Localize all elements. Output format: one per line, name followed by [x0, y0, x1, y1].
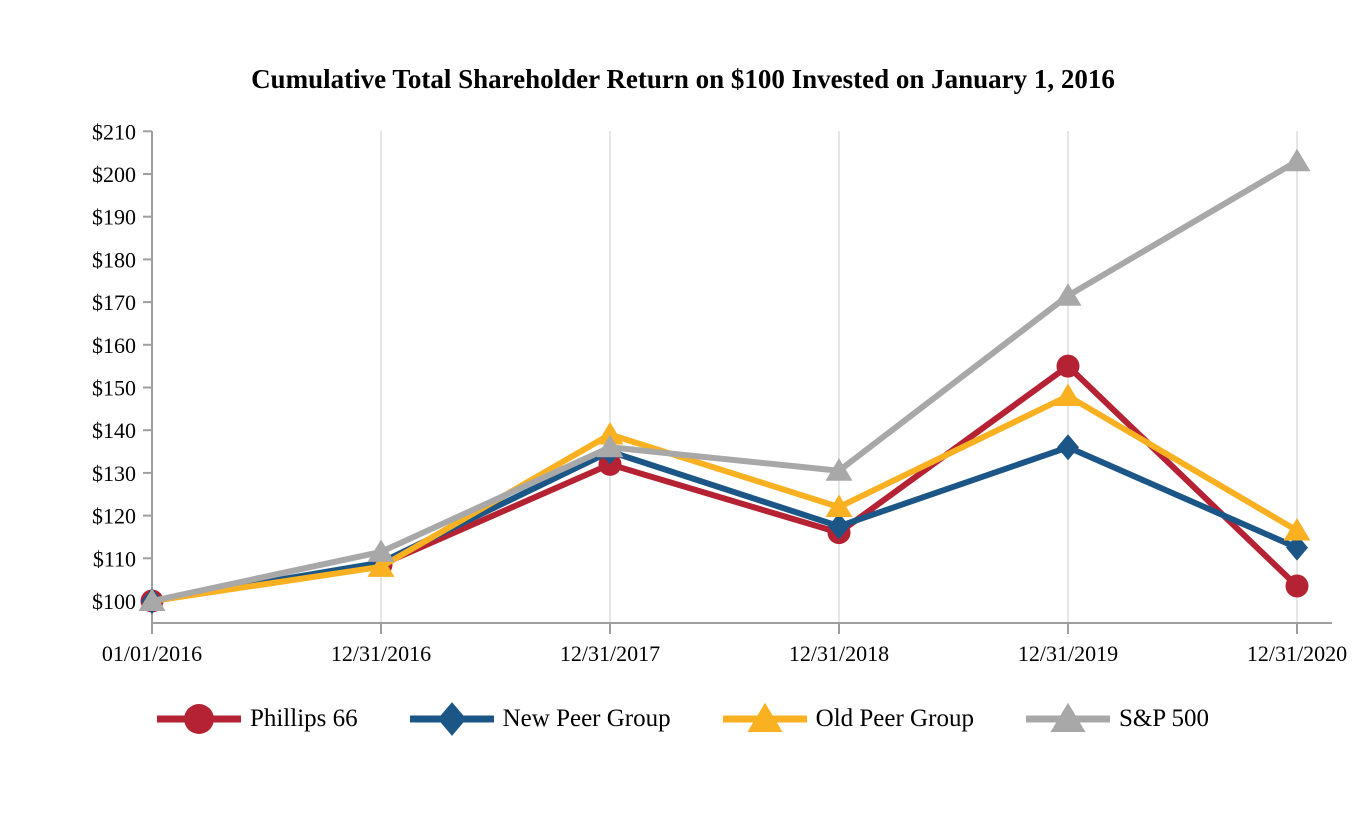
y-axis-tick-label: $100	[92, 589, 136, 614]
series-marker-old-peer-group	[1283, 518, 1311, 541]
y-axis-tick-label: $110	[93, 546, 136, 571]
series-marker-s-p-500	[1283, 148, 1311, 172]
y-axis-tick-label: $120	[92, 504, 136, 529]
x-axis-tick-label: 12/31/2018	[789, 641, 889, 666]
legend-item-label: New Peer Group	[502, 705, 671, 732]
legend-symbol-phillips-66-icon	[156, 704, 241, 734]
legend-item-old-peer-group: Old Peer Group	[722, 700, 974, 738]
legend-item-new-peer-group: New Peer Group	[409, 700, 671, 738]
series-marker-s-p-500	[138, 588, 166, 611]
legend-item-label: S&P 500	[1118, 705, 1210, 732]
legend-item-label: Old Peer Group	[815, 705, 974, 732]
series-marker-s-p-500	[825, 458, 853, 481]
series-marker-old-peer-group	[825, 494, 853, 518]
y-axis-tick-label: $140	[92, 418, 136, 443]
legend-item-label: Phillips 66	[249, 705, 358, 732]
series-marker-new-peer-group	[1286, 534, 1308, 561]
series-line-new-peer-group	[149, 444, 1300, 604]
series-marker-old-peer-group	[367, 554, 395, 577]
legend-item-phillips-66: Phillips 66	[156, 700, 358, 738]
series-marker-new-peer-group	[1057, 434, 1079, 461]
series-line-old-peer-group	[149, 393, 1300, 604]
y-axis-tick-label: $200	[92, 162, 136, 187]
x-axis-tick-label: 12/31/2016	[331, 641, 431, 666]
y-axis-tick-label: $170	[92, 290, 136, 315]
legend-symbol-old-peer-group-icon	[722, 702, 807, 732]
series-marker-s-p-500	[367, 539, 395, 562]
series-marker-phillips-66	[1056, 354, 1080, 378]
series-marker-phillips-66	[1285, 574, 1309, 598]
series-marker-s-p-500	[596, 434, 624, 458]
series-marker-s-p-500	[1054, 283, 1082, 306]
series-marker-new-peer-group	[828, 513, 850, 540]
series-line-s-p-500	[149, 158, 1300, 604]
series-old-peer-group	[138, 383, 1311, 611]
legend-marker-s-p-500	[1050, 702, 1086, 732]
x-axis-tick-label: 12/31/2017	[560, 641, 660, 666]
y-axis-tick-label: $160	[92, 333, 136, 358]
series-s-p-500	[138, 148, 1311, 611]
legend-marker-new-peer-group	[437, 702, 466, 736]
legend-marker-old-peer-group	[747, 702, 783, 732]
x-axis-tick-label: 12/31/2020	[1247, 641, 1347, 666]
y-axis-tick-label: $190	[92, 205, 136, 230]
legend-marker-phillips-66	[184, 704, 214, 734]
chart-title: Cumulative Total Shareholder Return on $…	[251, 64, 1115, 94]
x-axis-tick-label: 12/31/2019	[1018, 641, 1118, 666]
series-marker-old-peer-group	[1054, 383, 1082, 407]
y-axis-tick-label: $150	[92, 376, 136, 401]
chart-legend: Phillips 66 New Peer Group Old Peer Group S…	[0, 700, 1366, 738]
x-axis-tick-label: 01/01/2016	[102, 641, 202, 666]
y-axis-tick-label: $130	[92, 461, 136, 486]
y-axis-tick-label: $210	[92, 119, 136, 144]
series-marker-old-peer-group	[596, 421, 624, 445]
legend-symbol-s-p-500-icon	[1025, 702, 1110, 732]
y-axis-tick-label: $180	[92, 247, 136, 272]
legend-item-s-p-500: S&P 500	[1025, 700, 1210, 738]
legend-symbol-new-peer-group-icon	[409, 702, 494, 736]
